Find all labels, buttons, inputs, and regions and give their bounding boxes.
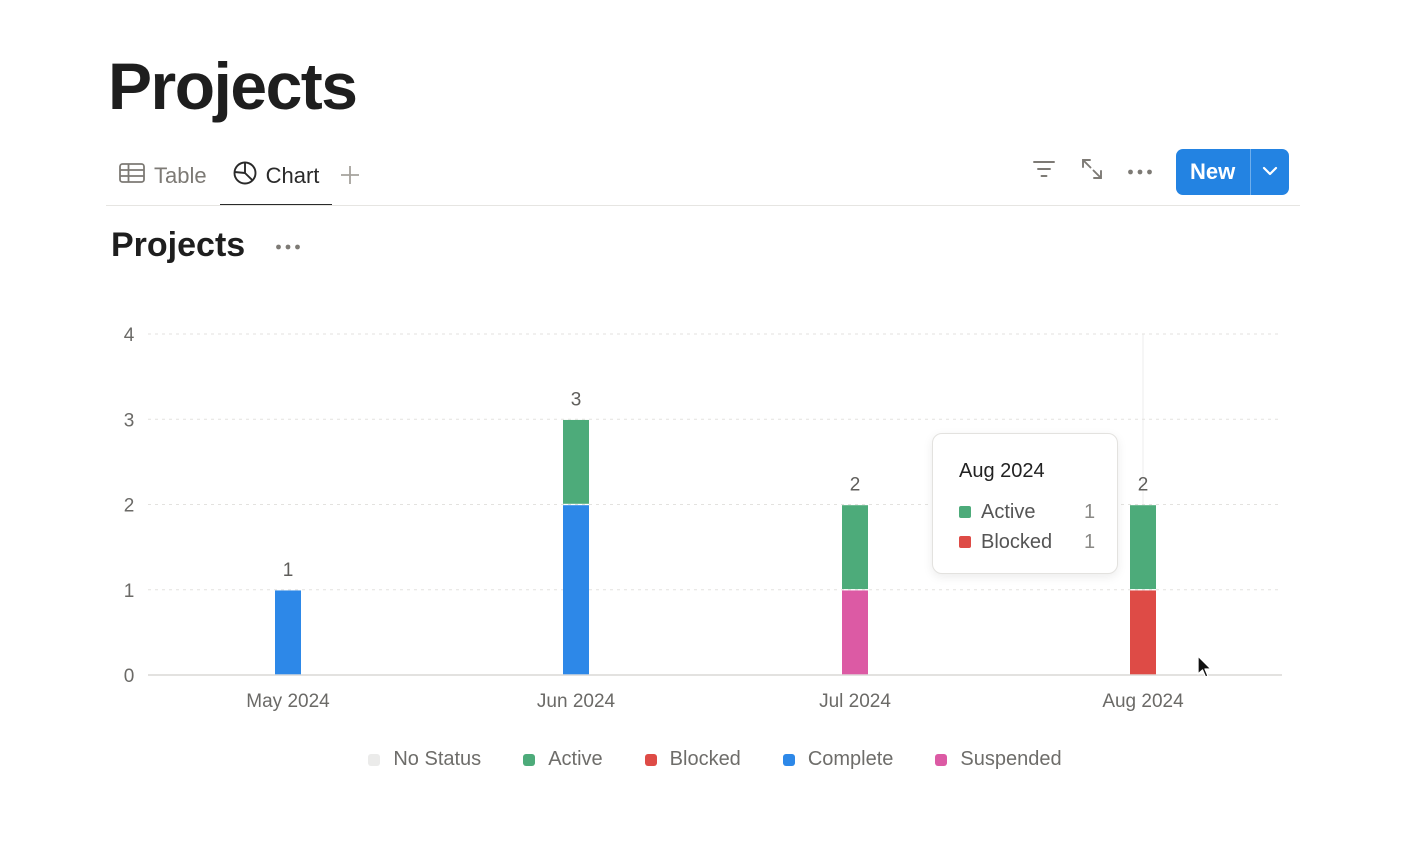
- chart-pie-icon: [233, 161, 257, 191]
- chart-tooltip: Aug 2024 Active 1 Blocked 1: [932, 433, 1118, 574]
- tooltip-swatch: [959, 536, 971, 548]
- tab-table[interactable]: Table: [106, 146, 220, 206]
- legend-item[interactable]: Suspended: [935, 748, 1062, 771]
- bar-segment: [842, 590, 868, 675]
- tooltip-row-value: 1: [1084, 500, 1096, 523]
- new-dropdown-button[interactable]: [1250, 148, 1289, 195]
- y-tick-label: 1: [124, 581, 135, 602]
- plus-icon: [340, 160, 360, 192]
- tab-chart[interactable]: Chart: [219, 146, 333, 206]
- legend-swatch: [523, 753, 536, 766]
- page-title: Projects: [108, 49, 358, 123]
- bar-segment: [275, 590, 301, 675]
- x-tick-label: Jun 2024: [537, 691, 616, 712]
- legend-label: Complete: [807, 748, 894, 770]
- new-button[interactable]: New: [1190, 158, 1236, 184]
- tab-chart-label: Chart: [265, 163, 320, 188]
- expand-button[interactable]: [1068, 152, 1116, 192]
- legend-swatch: [644, 753, 657, 766]
- more-horizontal-icon: [275, 238, 301, 256]
- bar-total-label: 3: [571, 389, 582, 410]
- legend-swatch: [935, 753, 948, 766]
- filter-button[interactable]: [1020, 152, 1068, 192]
- bar-total-label: 2: [850, 475, 861, 496]
- legend-label: Active: [548, 748, 603, 770]
- filter-icon: [1032, 159, 1056, 184]
- y-tick-label: 3: [124, 410, 135, 431]
- chart-view-title: Projects: [111, 226, 246, 264]
- tooltip-row: Blocked 1: [959, 527, 1117, 557]
- y-tick-label: 0: [124, 666, 135, 687]
- more-options-button[interactable]: [1116, 152, 1164, 192]
- chart-legend: No Status Active Blocked Complete Suspended: [0, 748, 1424, 771]
- x-tick-label: May 2024: [246, 691, 330, 712]
- bar-segment: [563, 505, 589, 675]
- view-toolbar: New: [1020, 148, 1290, 195]
- tooltip-row-label: Active: [981, 500, 1036, 523]
- y-tick-label: 4: [124, 325, 135, 346]
- expand-icon: [1080, 157, 1104, 186]
- chevron-down-icon: [1262, 163, 1278, 181]
- x-tick-label: Jul 2024: [819, 691, 891, 712]
- tabs-divider: [106, 205, 1300, 206]
- view-tabs: Table Chart: [106, 146, 368, 206]
- bar-segment: [563, 419, 589, 504]
- legend-item[interactable]: Blocked: [644, 748, 741, 771]
- legend-item[interactable]: Complete: [782, 748, 894, 771]
- chart-more-button[interactable]: [270, 232, 306, 262]
- tooltip-row: Active 1: [959, 497, 1117, 527]
- bar-segment: [1130, 590, 1156, 675]
- y-tick-label: 2: [124, 496, 135, 517]
- tooltip-title: Aug 2024: [959, 460, 1045, 482]
- bar-segment: [842, 505, 868, 590]
- bar-total-label: 2: [1138, 475, 1149, 496]
- legend-swatch: [368, 753, 381, 766]
- legend-label: Suspended: [960, 748, 1062, 770]
- tooltip-row-label: Blocked: [981, 530, 1053, 553]
- legend-item[interactable]: Active: [523, 748, 603, 771]
- bar-segment: [1130, 505, 1156, 590]
- tooltip-row-value: 1: [1084, 530, 1096, 553]
- legend-swatch: [782, 753, 795, 766]
- mouse-cursor-icon: [1197, 655, 1213, 684]
- legend-label: Blocked: [669, 748, 741, 770]
- table-icon: [119, 162, 145, 190]
- bar-total-label: 1: [283, 560, 294, 581]
- add-view-button[interactable]: [332, 146, 368, 206]
- new-button-group: New: [1176, 148, 1290, 195]
- tab-table-label: Table: [154, 163, 207, 188]
- legend-label: No Status: [393, 748, 482, 770]
- legend-item[interactable]: No Status: [368, 748, 481, 771]
- more-horizontal-icon: [1127, 163, 1153, 181]
- tooltip-swatch: [959, 506, 971, 518]
- x-tick-label: Aug 2024: [1102, 691, 1184, 712]
